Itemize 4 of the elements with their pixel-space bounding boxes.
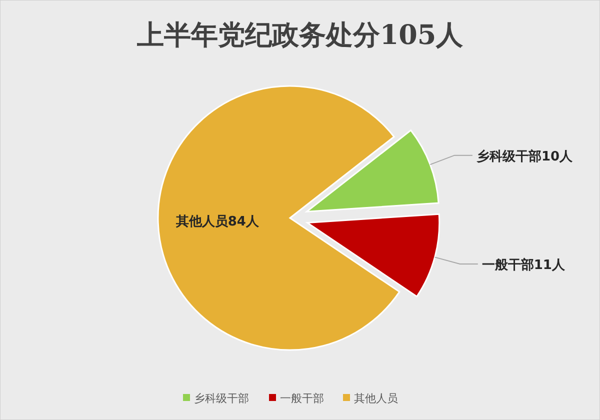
- legend-label: 其他人员: [354, 392, 398, 405]
- legend-label: 乡科级干部: [194, 392, 249, 405]
- legend-label: 一般干部: [280, 392, 324, 405]
- title: 上半年党纪政务处分105人: [136, 20, 464, 51]
